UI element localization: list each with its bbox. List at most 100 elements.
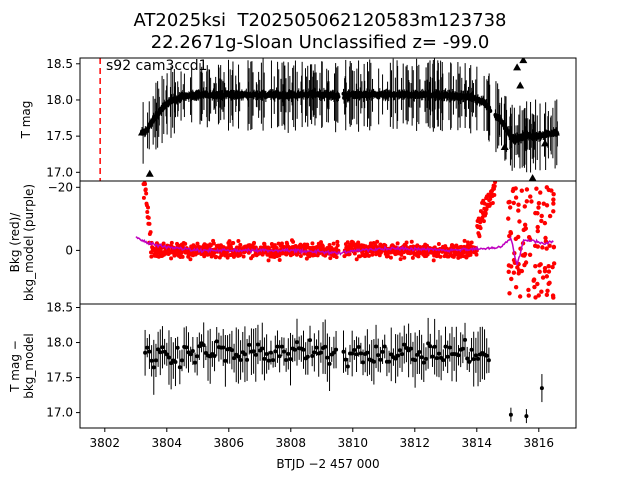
background-point <box>214 254 219 259</box>
background-point <box>180 254 185 259</box>
background-point <box>291 239 296 244</box>
data-point <box>408 346 413 351</box>
background-point <box>538 190 543 195</box>
background-point <box>370 252 375 257</box>
data-point <box>195 354 200 359</box>
data-point <box>275 344 280 349</box>
background-point <box>462 238 467 243</box>
background-point <box>541 201 546 206</box>
data-point <box>151 365 156 370</box>
data-point <box>281 349 286 354</box>
background-point <box>551 261 557 266</box>
background-point <box>146 205 151 210</box>
background-point <box>188 257 193 262</box>
background-point <box>526 293 531 298</box>
x-tick-label: 3814 <box>462 436 493 450</box>
background-point <box>395 241 400 246</box>
y-axis-label: Bkg (red)/ <box>8 212 22 273</box>
x-tick-label: 3816 <box>524 436 555 450</box>
data-point <box>334 347 339 352</box>
data-point <box>245 357 250 362</box>
data-point <box>413 358 418 363</box>
background-point <box>141 195 146 200</box>
background-point <box>516 271 521 276</box>
background-point <box>517 294 523 299</box>
data-point <box>365 350 370 355</box>
data-point <box>387 359 392 364</box>
background-point <box>320 244 325 249</box>
data-point <box>524 414 529 419</box>
data-point <box>175 345 180 350</box>
background-point <box>535 244 541 249</box>
background-point <box>252 240 257 245</box>
background-point <box>517 219 522 224</box>
background-point <box>533 263 538 269</box>
background-point <box>399 252 404 257</box>
background-point <box>506 216 511 221</box>
data-point <box>473 353 478 358</box>
data-point <box>273 349 278 354</box>
background-point <box>304 256 309 261</box>
data-point <box>260 346 265 351</box>
limit-marker <box>138 128 146 136</box>
background-point <box>524 187 530 192</box>
data-point <box>345 364 350 369</box>
data-point <box>242 352 247 357</box>
background-point <box>513 236 519 242</box>
data-point <box>421 360 426 365</box>
data-point <box>214 339 219 344</box>
lightcurve-panel <box>99 58 560 181</box>
data-point <box>292 347 297 352</box>
background-point <box>347 251 352 256</box>
data-point <box>232 356 237 361</box>
x-tick-label: 3810 <box>338 436 369 450</box>
data-point <box>460 346 465 351</box>
data-point <box>271 358 276 363</box>
data-point <box>318 350 323 355</box>
background-point <box>272 243 277 248</box>
background-point <box>148 230 153 235</box>
data-point <box>143 350 148 355</box>
data-point <box>264 351 269 356</box>
data-point <box>310 353 315 358</box>
background-point <box>146 215 151 220</box>
data-point <box>484 353 489 358</box>
data-point <box>251 349 256 354</box>
data-point <box>279 344 284 349</box>
background-point <box>540 275 546 280</box>
background-point <box>519 268 525 274</box>
data-point <box>203 350 208 355</box>
data-point <box>253 352 258 357</box>
x-tick-label: 3804 <box>152 436 183 450</box>
background-point <box>478 226 483 231</box>
background-point <box>511 270 517 275</box>
background-point <box>231 241 236 246</box>
background-point <box>305 242 310 247</box>
background-point <box>509 264 514 269</box>
limit-marker <box>145 169 154 177</box>
data-point <box>268 350 273 355</box>
background-point <box>506 269 511 274</box>
background-point <box>149 254 154 259</box>
data-point <box>465 356 470 361</box>
data-point <box>469 347 474 352</box>
data-point <box>343 357 348 362</box>
data-point <box>415 352 420 357</box>
panel-frame <box>79 180 577 305</box>
lightcurve-data <box>138 58 560 181</box>
data-point <box>350 351 355 356</box>
background-data <box>135 181 557 300</box>
data-point <box>428 344 433 349</box>
background-point <box>298 253 303 258</box>
background-point <box>515 265 520 270</box>
y-axis-label: T mag <box>19 101 33 140</box>
data-point <box>417 349 422 354</box>
background-point <box>227 239 232 244</box>
x-tick-label: 3806 <box>214 436 245 450</box>
data-point <box>467 359 472 364</box>
background-point <box>143 182 148 187</box>
data-point <box>402 342 407 347</box>
data-point <box>432 344 437 349</box>
background-point <box>474 252 479 257</box>
background-point <box>436 242 441 247</box>
